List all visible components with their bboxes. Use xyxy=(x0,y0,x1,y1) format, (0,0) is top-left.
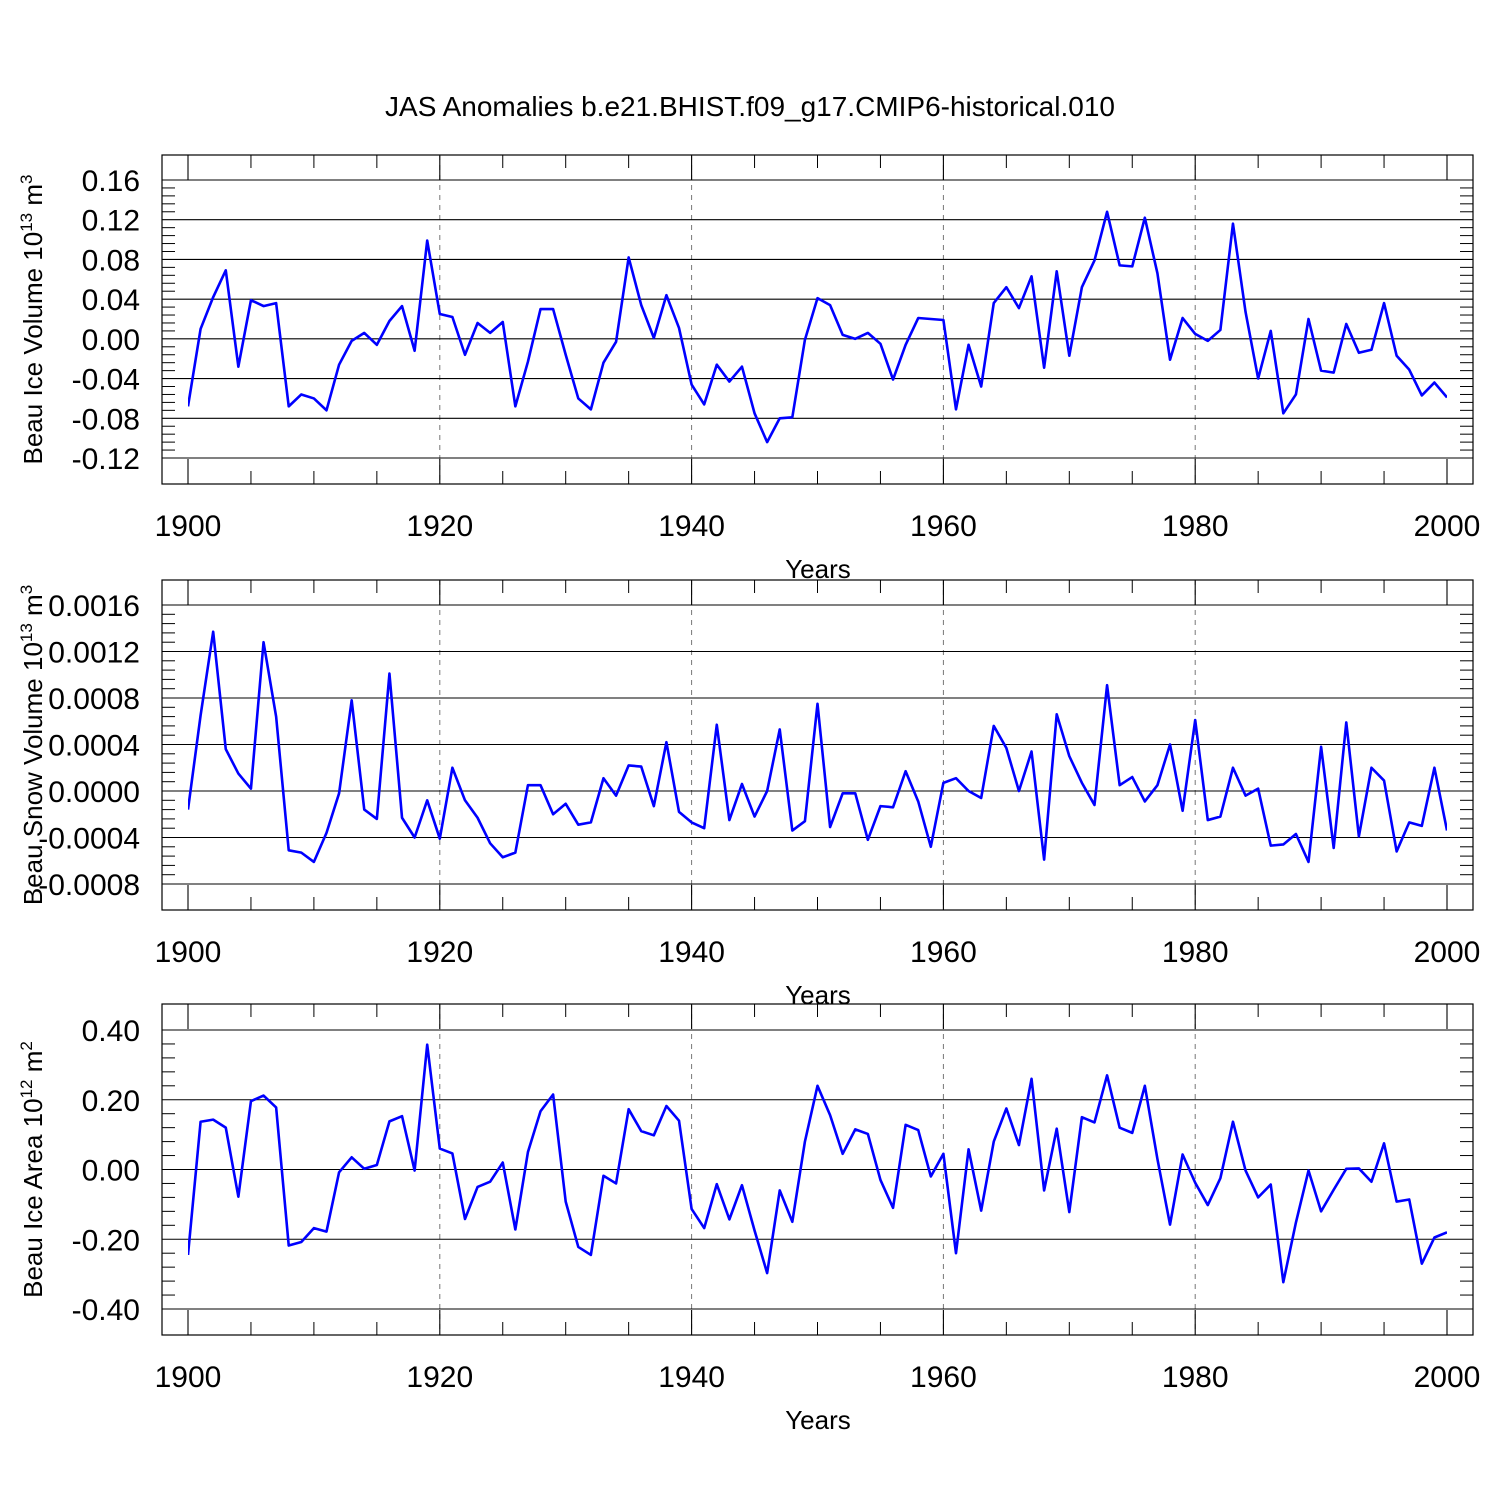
y-axis-title-unit: m xyxy=(18,184,48,213)
y-axis-title-unit: m xyxy=(18,594,48,623)
x-axis-title: Years xyxy=(785,554,851,584)
y-axis-title: Beau Snow Volume 1013 m3 xyxy=(17,585,48,905)
y-tick-label: -0.08 xyxy=(72,403,140,436)
x-tick-label: 1960 xyxy=(910,510,977,543)
x-tick-label: 1940 xyxy=(658,1361,725,1394)
chart-title: JAS Anomalies b.e21.BHIST.f09_g17.CMIP6-… xyxy=(385,91,1115,122)
x-tick-label: 1900 xyxy=(155,1361,222,1394)
x-tick-label: 1900 xyxy=(155,510,222,543)
y-axis-title: Beau Ice Area 1012 m2 xyxy=(17,1041,48,1298)
x-axis-title: Years xyxy=(785,1405,851,1435)
x-tick-label: 1980 xyxy=(1162,510,1229,543)
y-tick-label: 0.08 xyxy=(82,244,140,277)
panels: 0.16 0.12 0.08 0.04 0.00 -0.04 -0.08 -0.12 1900 1… xyxy=(17,154,1481,1435)
panel-3: 0.40 0.20 0.00 -0.20 -0.40 1900 1920 1940 1960 19… xyxy=(17,1003,1481,1435)
plot-frame xyxy=(161,154,1474,485)
y-axis-title-exponent: 13 xyxy=(17,623,36,642)
y-tick-label: 0.0008 xyxy=(48,683,140,716)
x-tick-label: 2000 xyxy=(1414,1361,1481,1394)
y-axis-title-unit: m xyxy=(18,1051,48,1080)
y-tick-label: 0.00 xyxy=(82,1155,140,1188)
series-line xyxy=(188,1043,1447,1284)
x-tick-label: 1980 xyxy=(1162,936,1229,969)
y-axis-title-text: Beau Ice Volume 10 xyxy=(18,232,48,465)
y-axis-title-text: Beau Snow Volume 10 xyxy=(18,642,48,905)
y-tick-label: 0.0016 xyxy=(48,590,140,623)
y-tick-label: 0.0000 xyxy=(48,776,140,809)
y-axis-title-unit-exponent: 3 xyxy=(17,175,36,184)
y-tick-label: -0.04 xyxy=(72,364,140,397)
y-axis-title-exponent: 13 xyxy=(17,213,36,232)
x-tick-label: 1940 xyxy=(658,936,725,969)
panel-1: 0.16 0.12 0.08 0.04 0.00 -0.04 -0.08 -0.12 1900 1… xyxy=(17,154,1481,584)
x-tick-label: 1960 xyxy=(910,936,977,969)
x-tick-label: 1920 xyxy=(406,936,473,969)
series-line xyxy=(188,210,1447,444)
x-tick-label: 1900 xyxy=(155,936,222,969)
y-axis-title-unit-exponent: 2 xyxy=(17,1041,36,1050)
y-tick-label: 0.16 xyxy=(82,165,140,198)
y-tick-label: -0.40 xyxy=(72,1294,140,1327)
y-tick-label: 0.12 xyxy=(82,205,140,238)
x-tick-label: 1940 xyxy=(658,510,725,543)
panel-2: 0.0016 0.0012 0.0008 0.0004 0.0000 -0.0004 -0.… xyxy=(17,579,1481,1010)
y-tick-label: -0.0008 xyxy=(38,869,140,902)
y-tick-label: 0.20 xyxy=(82,1085,140,1118)
y-tick-label: 0.0012 xyxy=(48,637,140,670)
x-tick-label: 1920 xyxy=(406,510,473,543)
y-tick-label: 0.00 xyxy=(82,324,140,357)
x-tick-label: 1980 xyxy=(1162,1361,1229,1394)
y-axis-title: Beau Ice Volume 1013 m3 xyxy=(17,175,48,465)
y-axis-title-text: Beau Ice Area 10 xyxy=(18,1098,48,1297)
y-axis-title-exponent: 12 xyxy=(17,1079,36,1098)
x-tick-label: 1960 xyxy=(910,1361,977,1394)
y-tick-label: 0.40 xyxy=(82,1015,140,1048)
y-tick-label: 0.04 xyxy=(82,284,140,317)
x-tick-label: 2000 xyxy=(1414,510,1481,543)
series-line xyxy=(188,630,1447,864)
x-tick-label: 2000 xyxy=(1414,936,1481,969)
y-tick-label: -0.0004 xyxy=(38,823,140,856)
y-axis-title-unit-exponent: 3 xyxy=(17,585,36,594)
y-tick-label: -0.20 xyxy=(72,1224,140,1257)
y-tick-label: 0.0004 xyxy=(48,730,140,763)
y-tick-label: -0.12 xyxy=(72,443,140,476)
x-tick-label: 1920 xyxy=(406,1361,473,1394)
